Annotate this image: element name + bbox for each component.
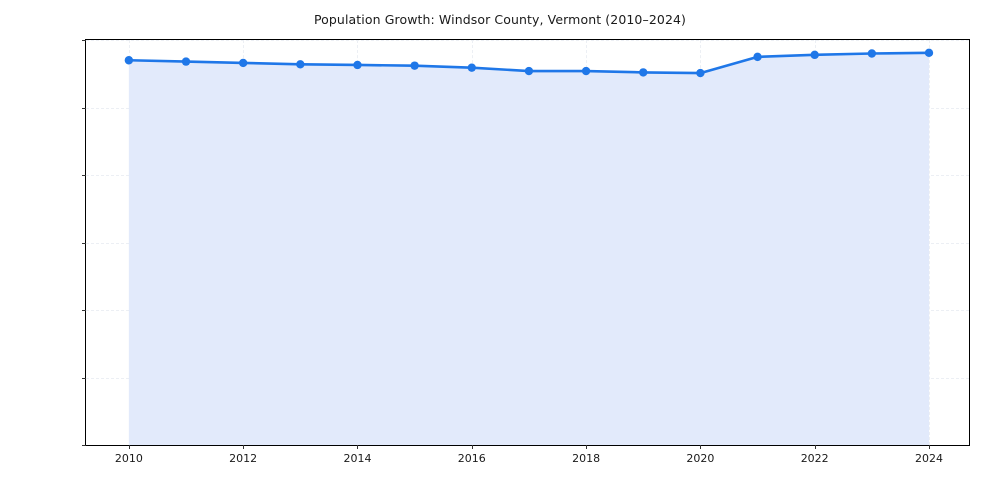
data-point-marker: 2022: 57,800 — [810, 50, 819, 60]
plot-area: 2010: 57,000 2011: 56,800 2012: 56,600 2013… — [82, 39, 970, 465]
x-tick-label: 2012 — [229, 452, 258, 465]
x-tick-label: 2024 — [914, 452, 943, 465]
data-point-marker: 2011: 56,800 — [181, 57, 191, 66]
data-point-marker: 2014: 56,300 — [353, 60, 362, 70]
y-tick-mark — [82, 445, 86, 446]
y-tick-mark — [82, 242, 86, 244]
data-point-marker: 2015: 56,200 — [410, 61, 419, 70]
x-tick-mark — [700, 445, 702, 449]
x-tick-label: 2020 — [686, 452, 715, 465]
y-tick-mark — [82, 377, 86, 379]
y-gridline — [86, 40, 969, 41]
x-tick-mark — [128, 445, 130, 449]
y-tick-mark — [82, 175, 86, 176]
x-gridline — [928, 40, 930, 445]
data-point-marker: 2019: 55,200 — [639, 68, 648, 77]
y-tick-mark — [82, 40, 86, 41]
data-point-marker: 2021: 57,500 — [753, 52, 762, 62]
x-tick-mark — [814, 445, 816, 449]
chart-title: Population Growth: Windsor County, Vermo… — [313, 12, 687, 27]
data-point-marker: 2017: 55,400 — [524, 66, 534, 76]
x-tick-label: 2016 — [457, 452, 486, 465]
x-tick-label: 2010 — [114, 452, 143, 465]
x-tick-label: 2022 — [800, 452, 829, 465]
x-tick-mark — [243, 445, 245, 449]
x-tick-mark — [928, 445, 930, 449]
x-tick-label: 2014 — [343, 452, 372, 465]
data-point-marker: 2010: 57,000 — [124, 56, 134, 65]
data-point-marker: 2023: 58,000 — [867, 49, 877, 58]
y-tick-mark — [82, 310, 86, 311]
x-tick-mark — [471, 445, 473, 449]
data-point-marker: 2018: 55,400 — [581, 66, 591, 76]
data-point-marker: 2013: 56,400 — [296, 60, 305, 69]
area-fill — [128, 52, 929, 445]
data-point-marker: 2024: 58,100 — [924, 48, 934, 58]
x-tick-mark — [357, 445, 359, 449]
x-tick-mark — [586, 445, 588, 449]
x-tick-label: 2018 — [572, 452, 601, 465]
data-point-marker: 2012: 56,600 — [238, 58, 248, 68]
series-line-area: 2010: 57,000 2011: 56,800 2012: 56,600 2013… — [124, 48, 934, 445]
data-point-marker: 2020: 55,100 — [696, 68, 705, 78]
y-tick-mark — [82, 107, 86, 109]
data-point-marker: 2016: 55,900 — [467, 63, 476, 72]
